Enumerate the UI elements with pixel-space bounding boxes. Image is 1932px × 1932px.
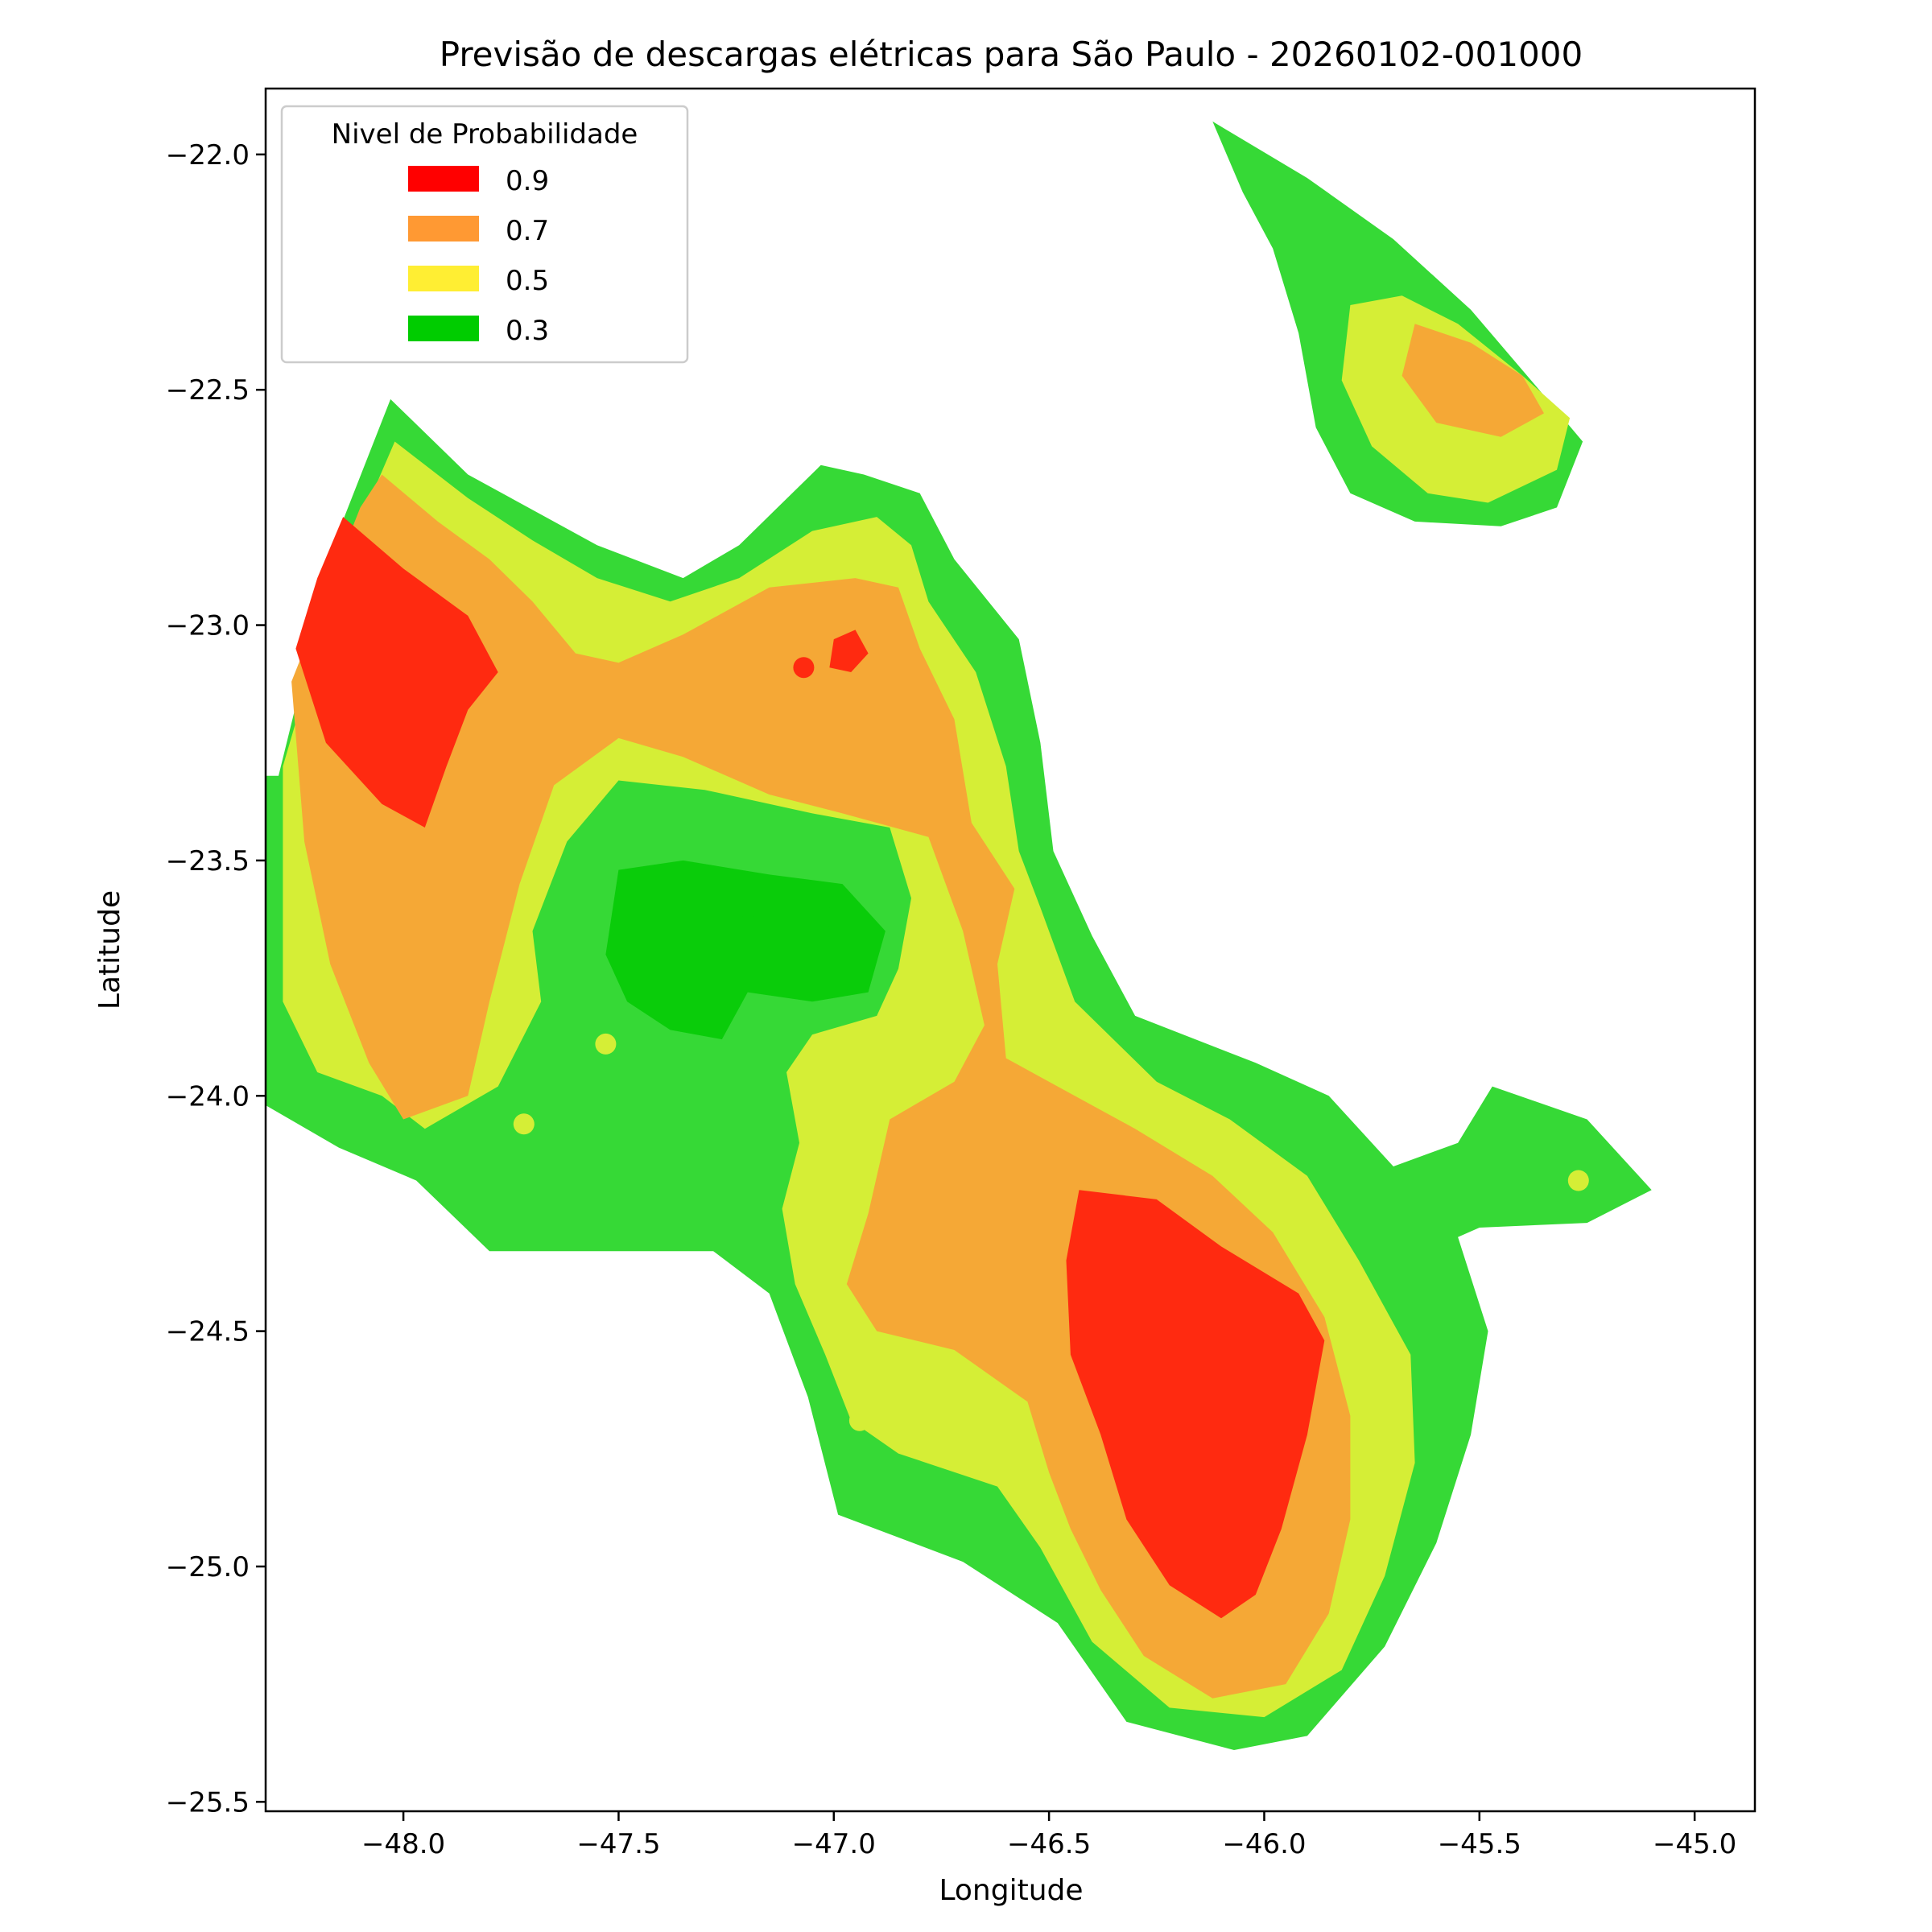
y-tick-label: −24.5	[166, 1316, 250, 1348]
probability-point-1	[595, 1033, 617, 1055]
x-tick-label: −46.5	[1007, 1828, 1091, 1860]
contour-region-0.9-8	[829, 630, 869, 672]
x-tick-label: −45.0	[1653, 1828, 1736, 1860]
legend-label-0: 0.9	[506, 165, 549, 197]
y-tick-label: −23.5	[166, 845, 250, 877]
legend-label-3: 0.3	[506, 315, 549, 347]
legend: Nivel de Probabilidade 0.9 0.7 0.5 0.3	[280, 105, 689, 364]
plot-area	[266, 121, 1652, 1750]
probability-points	[410, 657, 1589, 1431]
legend-swatch-2	[408, 266, 479, 291]
x-axis-label: Longitude	[939, 1874, 1083, 1907]
x-tick-label: −47.5	[576, 1828, 660, 1860]
legend-title: Nivel de Probabilidade	[332, 118, 638, 151]
legend-swatch-3	[408, 316, 479, 341]
contour-regions	[266, 121, 1652, 1750]
legend-swatch-0	[408, 166, 479, 192]
y-tick-label: −23.0	[166, 610, 250, 642]
probability-point-0	[410, 1019, 431, 1041]
contour-region-0.9-7	[1066, 1190, 1325, 1619]
plot-frame	[264, 87, 1757, 1813]
x-tick-label: −45.5	[1438, 1828, 1521, 1860]
contour-region-0.7-5	[1402, 324, 1544, 437]
legend-label-2: 0.5	[506, 265, 549, 297]
probability-point-4	[793, 657, 815, 679]
y-tick-label: −25.0	[166, 1551, 250, 1583]
y-tick-label: −24.0	[166, 1080, 250, 1113]
y-tick-label: −22.5	[166, 374, 250, 407]
chart-title: Previsão de descargas elétricas para São…	[440, 35, 1583, 74]
x-axis-ticks: −48.0 −47.5 −47.0 −46.5 −46.0 −45.5 −45.0	[361, 1811, 1736, 1860]
legend-box	[280, 105, 689, 364]
contour-region-0.3-core-9	[605, 860, 886, 1040]
probability-point-7	[737, 897, 758, 919]
x-tick-label: −47.0	[792, 1828, 876, 1860]
contour-region-0.9-6	[295, 517, 498, 828]
y-tick-label: −25.5	[166, 1786, 250, 1818]
x-tick-label: −46.0	[1222, 1828, 1306, 1860]
y-axis-label: Latitude	[93, 890, 126, 1009]
probability-point-5	[1567, 1170, 1589, 1191]
probability-point-2	[513, 1113, 535, 1135]
probability-point-6	[823, 906, 844, 928]
legend-label-1: 0.7	[506, 215, 549, 247]
legend-swatch-1	[408, 216, 479, 242]
x-tick-label: −48.0	[361, 1828, 445, 1860]
y-tick-label: −22.0	[166, 139, 250, 171]
probability-point-3	[848, 1410, 870, 1431]
y-axis-ticks: −22.0 −22.5 −23.0 −23.5 −24.0 −24.5 −25.0 −25.5	[166, 139, 266, 1818]
